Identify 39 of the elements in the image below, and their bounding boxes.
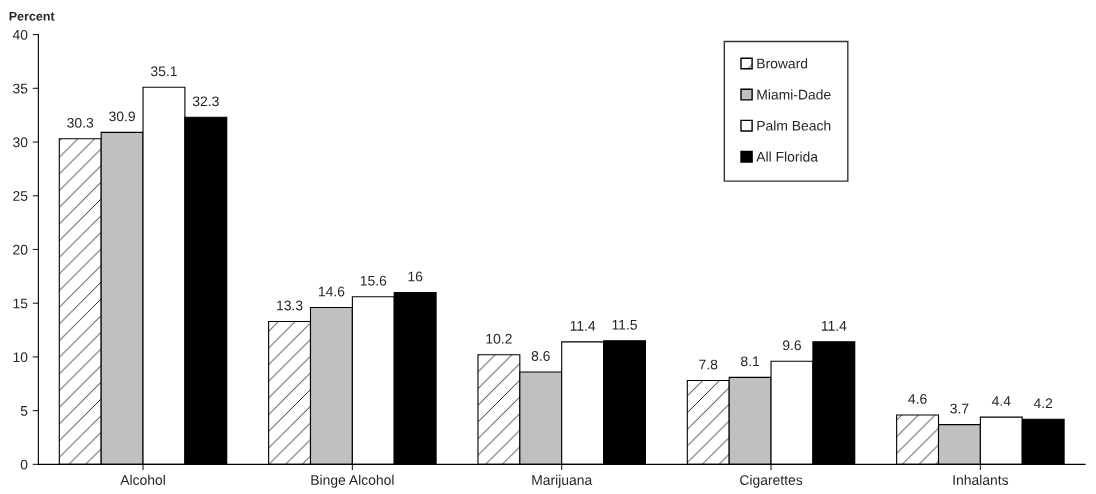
data-label: 14.6 xyxy=(318,286,345,297)
data-label: 11.4 xyxy=(570,321,596,331)
x-tick-label: Inhalants xyxy=(953,474,1009,485)
y-tick-label: 20 xyxy=(13,244,28,255)
y-tick-label: 35 xyxy=(13,83,28,94)
data-label: 30.9 xyxy=(109,111,135,122)
legend-label: Palm Beach xyxy=(757,120,831,131)
data-label: 8.6 xyxy=(531,351,550,361)
data-label: 13.3 xyxy=(277,300,303,311)
y-tick-label: 0 xyxy=(20,459,28,470)
data-label: 4.2 xyxy=(1033,398,1053,409)
data-label: 10.2 xyxy=(486,333,512,344)
x-tick-label: Marijuana xyxy=(532,474,593,488)
x-tick-label: Binge Alcohol xyxy=(311,474,394,488)
data-label: 4.4 xyxy=(991,396,1011,406)
data-label: 7.8 xyxy=(699,359,718,370)
legend-label: Miami-Dade xyxy=(757,89,831,100)
data-label: 8.1 xyxy=(741,356,760,367)
data-label: 35.1 xyxy=(150,66,177,77)
y-tick-label: 10 xyxy=(13,352,28,363)
data-label: 4.6 xyxy=(908,394,927,404)
x-tick-label: Cigarettes xyxy=(740,474,803,488)
data-label: 32.3 xyxy=(192,96,219,107)
y-axis-title: Percent xyxy=(9,11,55,21)
x-tick-label: Alcohol xyxy=(120,474,165,485)
legend-label: All Florida xyxy=(756,151,819,162)
y-tick-label: 5 xyxy=(20,406,28,416)
y-tick-label: 25 xyxy=(13,191,28,201)
data-label: 9.6 xyxy=(782,340,802,351)
data-label: 3.7 xyxy=(950,403,969,414)
data-label: 15.6 xyxy=(360,275,387,286)
data-label: 11.4 xyxy=(821,321,847,331)
data-label: 11.5 xyxy=(612,320,637,330)
y-tick-label: 15 xyxy=(13,298,28,309)
y-tick-label: 30 xyxy=(13,137,28,148)
data-label: 30.3 xyxy=(67,117,94,128)
legend-label: Broward xyxy=(757,58,808,69)
y-tick-label: 40 xyxy=(12,29,28,40)
data-label: 16 xyxy=(408,271,423,282)
